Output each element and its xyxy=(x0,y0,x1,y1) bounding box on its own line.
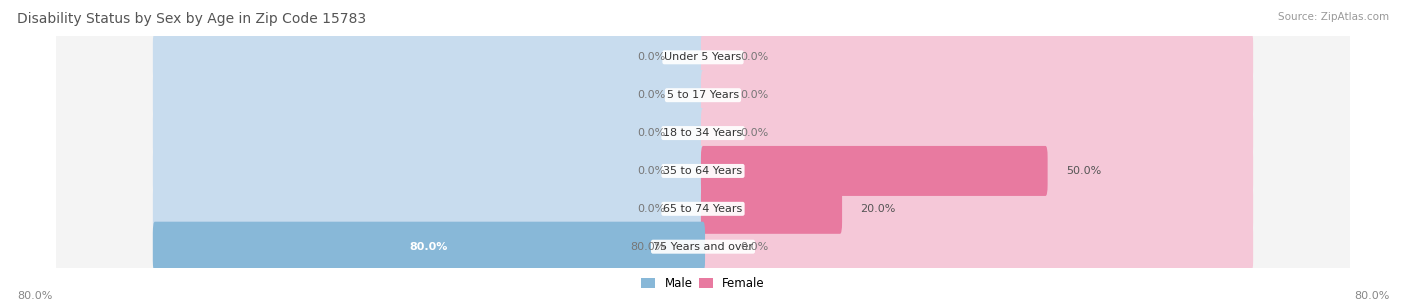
FancyBboxPatch shape xyxy=(55,137,1351,205)
Text: 80.0%: 80.0% xyxy=(409,242,449,252)
FancyBboxPatch shape xyxy=(55,61,1351,129)
FancyBboxPatch shape xyxy=(55,99,1351,167)
FancyBboxPatch shape xyxy=(702,184,842,234)
FancyBboxPatch shape xyxy=(153,32,704,82)
Text: 0.0%: 0.0% xyxy=(637,204,665,214)
FancyBboxPatch shape xyxy=(702,108,1253,158)
FancyBboxPatch shape xyxy=(702,146,1047,196)
Text: Disability Status by Sex by Age in Zip Code 15783: Disability Status by Sex by Age in Zip C… xyxy=(17,12,366,26)
Text: 0.0%: 0.0% xyxy=(741,90,769,100)
Text: 0.0%: 0.0% xyxy=(741,52,769,62)
FancyBboxPatch shape xyxy=(153,70,704,120)
Text: 80.0%: 80.0% xyxy=(630,242,665,252)
FancyBboxPatch shape xyxy=(702,222,1253,272)
FancyBboxPatch shape xyxy=(153,108,704,158)
FancyBboxPatch shape xyxy=(702,184,1253,234)
FancyBboxPatch shape xyxy=(55,213,1351,280)
Text: 80.0%: 80.0% xyxy=(17,291,52,301)
Text: 5 to 17 Years: 5 to 17 Years xyxy=(666,90,740,100)
Text: 35 to 64 Years: 35 to 64 Years xyxy=(664,166,742,176)
Text: 80.0%: 80.0% xyxy=(1354,291,1389,301)
Text: Source: ZipAtlas.com: Source: ZipAtlas.com xyxy=(1278,12,1389,22)
Text: 75 Years and over: 75 Years and over xyxy=(652,242,754,252)
Text: 65 to 74 Years: 65 to 74 Years xyxy=(664,204,742,214)
FancyBboxPatch shape xyxy=(153,184,704,234)
Legend: Male, Female: Male, Female xyxy=(637,273,769,295)
Text: Under 5 Years: Under 5 Years xyxy=(665,52,741,62)
FancyBboxPatch shape xyxy=(55,175,1351,243)
Text: 50.0%: 50.0% xyxy=(1066,166,1101,176)
FancyBboxPatch shape xyxy=(153,222,704,272)
Text: 0.0%: 0.0% xyxy=(637,166,665,176)
Text: 0.0%: 0.0% xyxy=(637,52,665,62)
Text: 20.0%: 20.0% xyxy=(860,204,896,214)
FancyBboxPatch shape xyxy=(55,24,1351,91)
Text: 0.0%: 0.0% xyxy=(741,128,769,138)
FancyBboxPatch shape xyxy=(702,32,1253,82)
FancyBboxPatch shape xyxy=(702,146,1253,196)
FancyBboxPatch shape xyxy=(153,146,704,196)
Text: 0.0%: 0.0% xyxy=(741,242,769,252)
Text: 0.0%: 0.0% xyxy=(637,90,665,100)
FancyBboxPatch shape xyxy=(702,70,1253,120)
FancyBboxPatch shape xyxy=(153,222,704,272)
Text: 18 to 34 Years: 18 to 34 Years xyxy=(664,128,742,138)
Text: 0.0%: 0.0% xyxy=(637,128,665,138)
